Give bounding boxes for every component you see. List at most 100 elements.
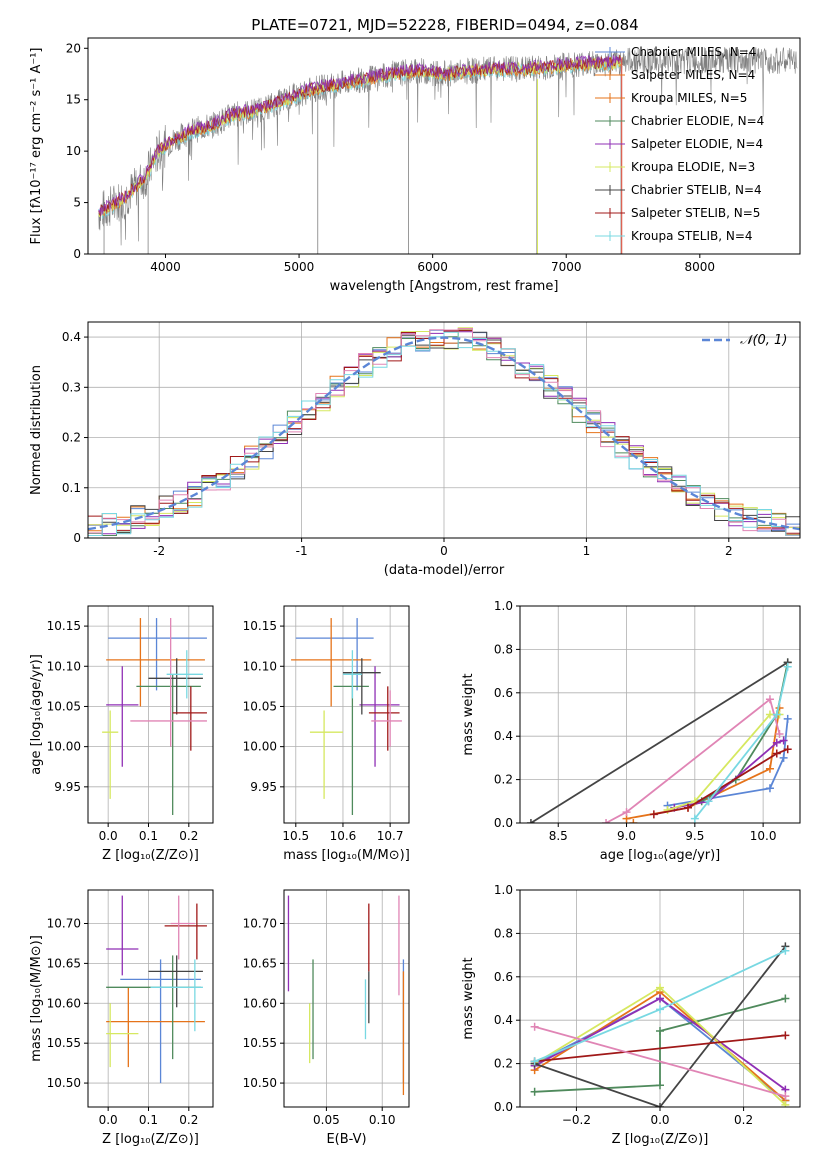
y-tick-label: 1.0 bbox=[494, 599, 513, 613]
weight-marker bbox=[765, 695, 774, 704]
weight-marker bbox=[781, 1100, 790, 1107]
y-tick-label: 0.6 bbox=[494, 970, 513, 984]
y-tick-label: 10.50 bbox=[243, 1076, 277, 1090]
age_vs_z-axes: 0.0 0.1 0.2 9.95 10.00 10.05 10.10 10.15 Z [log₁… bbox=[29, 605, 214, 863]
weight-marker bbox=[656, 1103, 664, 1107]
x-tick-label: -2 bbox=[153, 544, 165, 558]
x-axis-label: Z [log₁₀(Z/Z⊙)] bbox=[102, 848, 199, 863]
weight-marker bbox=[656, 1081, 664, 1090]
x-axis-label: mass [log₁₀(M/M⊙)] bbox=[283, 848, 410, 863]
x-tick-label: 2 bbox=[725, 544, 733, 558]
residual-histogram bbox=[88, 331, 800, 536]
weight-marker bbox=[629, 819, 638, 823]
y-tick-label: 0.8 bbox=[494, 642, 513, 656]
weight-line bbox=[534, 1034, 786, 1063]
legend-entry: Chabrier STELIB, N=4 bbox=[631, 183, 762, 197]
residual-histogram bbox=[88, 331, 800, 536]
x-tick-label: 0.2 bbox=[179, 1113, 198, 1127]
weight-marker bbox=[649, 810, 658, 819]
weight-marker bbox=[781, 946, 790, 955]
x-tick-label: 10.6 bbox=[330, 829, 357, 843]
axes-frame bbox=[519, 605, 801, 824]
weight_vs_age-data bbox=[526, 658, 792, 823]
y-tick-label: 10.70 bbox=[243, 917, 277, 931]
y-tick-label: 0.0 bbox=[494, 1100, 513, 1114]
axes-frame bbox=[87, 321, 801, 539]
x-tick-label: 0.0 bbox=[650, 1113, 669, 1127]
residual-histogram bbox=[88, 327, 800, 528]
x-tick-label: 0.2 bbox=[179, 829, 198, 843]
weight-marker bbox=[622, 808, 631, 817]
weight-marker bbox=[781, 994, 790, 1003]
y-tick-label: 10 bbox=[66, 144, 81, 158]
age_vs_mass-data bbox=[291, 618, 402, 815]
y-tick-label: 0.4 bbox=[494, 1013, 513, 1027]
y-tick-label: 10.00 bbox=[243, 740, 277, 754]
weight-marker bbox=[772, 749, 781, 758]
mass_vs_z-axes: 0.0 0.1 0.2 10.50 10.55 10.60 10.65 10.70 Z [log… bbox=[29, 889, 214, 1147]
axes-frame bbox=[283, 605, 410, 824]
y-tick-label: 10.70 bbox=[47, 917, 81, 931]
x-tick-label: 0.0 bbox=[99, 1113, 118, 1127]
weight-marker bbox=[656, 994, 664, 1003]
x-tick-label: 6000 bbox=[417, 260, 448, 274]
y-tick-label: 0.1 bbox=[62, 481, 81, 495]
y-tick-label: 10.65 bbox=[47, 956, 81, 970]
y-tick-label: 9.95 bbox=[54, 780, 81, 794]
x-tick-label: 0.1 bbox=[139, 829, 158, 843]
axes-frame bbox=[519, 889, 801, 1108]
y-tick-label: 0.4 bbox=[494, 729, 513, 743]
spectrum-axes: 4000 5000 6000 7000 8000 0 5 10 15 20 wavelength [… bbox=[29, 37, 801, 294]
y-axis-label: mass [log₁₀(M/M⊙)] bbox=[29, 935, 44, 1062]
x-tick-label: 0.2 bbox=[734, 1113, 753, 1127]
x-tick-label: -1 bbox=[296, 544, 308, 558]
x-tick-label: 8000 bbox=[685, 260, 716, 274]
x-tick-label: 7000 bbox=[551, 260, 582, 274]
mass_vs_ebv-axes: 0.05 0.10 10.50 10.55 10.60 10.65 10.70 E(B-V) bbox=[243, 889, 410, 1147]
x-tick-label: 10.0 bbox=[750, 829, 777, 843]
axes-frame bbox=[87, 889, 214, 1108]
legend-entry: Salpeter MILES, N=4 bbox=[631, 68, 755, 82]
y-tick-label: 0.8 bbox=[494, 926, 513, 940]
y-axis-label: mass weight bbox=[461, 957, 476, 1039]
weight-marker bbox=[779, 736, 788, 745]
y-axis-label: Flux [fλ10⁻¹⁷ erg cm⁻² s⁻¹ A⁻¹] bbox=[29, 48, 44, 245]
weight-marker bbox=[772, 710, 781, 719]
weight-line bbox=[674, 739, 784, 809]
y-tick-label: 10.60 bbox=[47, 996, 81, 1010]
weight-line bbox=[534, 997, 786, 1093]
residuals-axes: -2 -1 0 1 2 0 0.1 0.2 0.3 0.4 (data-model)/error No… bbox=[29, 321, 801, 578]
axes-frame bbox=[283, 889, 410, 1108]
weight-marker bbox=[704, 797, 713, 806]
y-tick-label: 20 bbox=[66, 41, 81, 55]
weight_vs_z-axes: −0.2 0.0 0.2 0.0 0.2 0.4 0.6 0.8 1.0 Z [log₁₀(Z/Z… bbox=[461, 883, 801, 1147]
y-tick-label: 0.2 bbox=[494, 1057, 513, 1071]
weight-line bbox=[653, 748, 789, 816]
x-tick-label: 0 bbox=[440, 544, 448, 558]
weight-marker bbox=[602, 819, 611, 823]
legend-entry: Kroupa STELIB, N=4 bbox=[631, 229, 753, 243]
y-tick-label: 15 bbox=[66, 93, 81, 107]
x-tick-label: 1 bbox=[583, 544, 591, 558]
y-tick-label: 0.4 bbox=[62, 330, 81, 344]
weight-marker bbox=[779, 753, 788, 762]
spectrum-data bbox=[98, 47, 798, 254]
age_vs_mass-axes: 10.5 10.6 10.7 9.95 10.00 10.05 10.10 10.15 mass… bbox=[243, 605, 410, 863]
y-tick-label: 0 bbox=[73, 531, 81, 545]
x-tick-label: 8.5 bbox=[549, 829, 568, 843]
x-axis-label: Z [log₁₀(Z/Z⊙)] bbox=[102, 1132, 199, 1147]
weight-marker bbox=[765, 764, 774, 773]
model-spectrum bbox=[98, 55, 623, 216]
y-tick-label: 0.2 bbox=[494, 773, 513, 787]
weight-marker bbox=[690, 814, 699, 823]
residuals-data bbox=[88, 327, 800, 536]
legend-entry: Chabrier ELODIE, N=4 bbox=[631, 114, 764, 128]
y-tick-label: 10.15 bbox=[47, 619, 81, 633]
y-tick-label: 10.65 bbox=[243, 956, 277, 970]
x-tick-label: −0.2 bbox=[562, 1113, 591, 1127]
y-tick-label: 10.15 bbox=[243, 619, 277, 633]
weight-marker bbox=[781, 1092, 790, 1101]
y-tick-label: 10.05 bbox=[47, 699, 81, 713]
